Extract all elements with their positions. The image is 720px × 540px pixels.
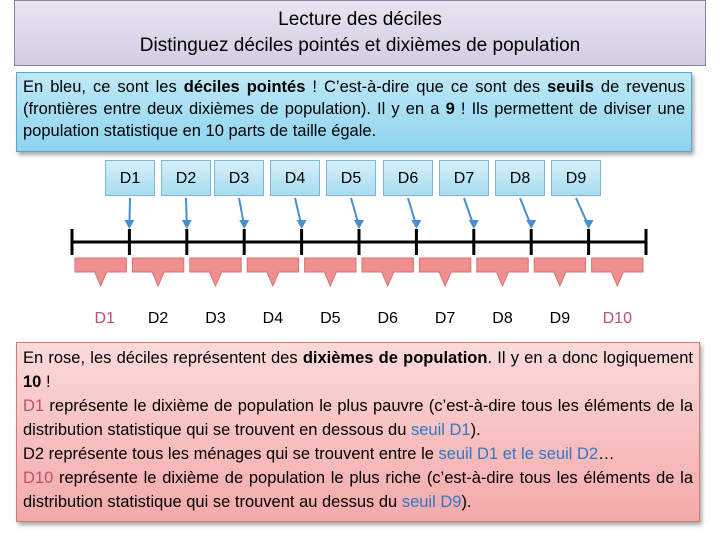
blue-bold-nine: 9 (445, 100, 455, 118)
pink-p2-d1: D1 (23, 397, 45, 415)
dixieme-marker-8 (476, 257, 529, 288)
decile-arrowhead-1 (124, 220, 135, 229)
decile-label-d9: D9 (551, 160, 601, 196)
pink-p2-seuil-d1: seuil D1 (410, 421, 471, 439)
pink-p1-text-3: ! (41, 373, 51, 391)
title-line-1: Lecture des déciles (278, 9, 442, 30)
pink-p4-text: représente le dixième de population le p… (23, 469, 693, 511)
dixieme-label-d8: D8 (492, 310, 513, 327)
pink-p3-seuils: seuil D1 et le seuil D2 (438, 445, 599, 463)
decile-label-d3: D3 (214, 160, 264, 196)
dixieme-marker-2 (131, 257, 185, 288)
dixieme-label-d5: D5 (320, 310, 341, 327)
title-line-2: Distinguez déciles pointés et dixièmes d… (139, 35, 581, 56)
dixieme-label-d2: D2 (147, 310, 169, 327)
blue-text-4: ! Ils permettent de diviser une populati… (23, 100, 685, 140)
dixieme-label-d6: D6 (377, 310, 398, 327)
pink-p4-d10: D10 (23, 469, 54, 487)
blue-bold-deciles-pointes: déciles pointés (183, 78, 306, 96)
dixieme-marker-4 (246, 257, 300, 288)
decile-arrowhead-2 (181, 220, 192, 229)
pink-paragraph-2: D1 représente le dixième de population l… (23, 394, 693, 442)
blue-bold-seuils: seuils (547, 78, 594, 96)
title-box: Lecture des déciles Distinguez déciles p… (14, 0, 706, 66)
decile-arrowhead-6 (411, 220, 422, 229)
decile-label-d6: D6 (383, 160, 433, 196)
pink-p1-bold: dixièmes de population (302, 349, 488, 367)
pink-p1-text-2: . Il y en a donc logiquement (487, 349, 693, 367)
decile-label-d5: D5 (326, 160, 376, 196)
pink-p2-end: ). (470, 421, 481, 439)
pink-p4-end: ). (461, 493, 472, 511)
pink-paragraph-1: En rose, les déciles représentent des di… (23, 346, 693, 394)
decile-label-d8: D8 (495, 160, 545, 196)
pink-p3-text: D2 représente tous les ménages qui se tr… (23, 445, 439, 463)
pink-paragraph-4: D10 représente le dixième de population … (23, 466, 693, 514)
decile-arrowhead-3 (239, 220, 250, 229)
pink-p4-seuil-d9: seuil D9 (401, 493, 462, 511)
decile-arrowhead-7 (468, 220, 479, 229)
decile-arrowhead-9 (583, 220, 594, 229)
dixieme-label-d10: D10 (602, 310, 632, 327)
blue-text-2: ! C’est-à-dire que ce sont des (305, 78, 548, 96)
dixieme-label-d9: D9 (549, 310, 571, 327)
decile-label-d7: D7 (439, 160, 489, 196)
dixieme-label-d1: D1 (94, 310, 115, 327)
decile-arrowhead-8 (526, 220, 537, 229)
dixieme-label-d4: D4 (262, 310, 284, 327)
decile-arrowhead-5 (354, 220, 364, 229)
pink-explanation-box: En rose, les déciles représentent des di… (16, 342, 700, 522)
dixieme-marker-9 (533, 257, 587, 288)
pink-paragraph-3: D2 représente tous les ménages qui se tr… (23, 442, 693, 466)
dixieme-marker-10 (591, 257, 644, 288)
pink-p3-end: … (598, 445, 615, 463)
decile-label-d4: D4 (270, 160, 320, 196)
dixieme-marker-1 (74, 257, 127, 288)
pink-p1-text: En rose, les déciles représentent des (23, 349, 303, 367)
decile-label-d1: D1 (105, 160, 155, 196)
blue-text-1: En bleu, ce sont les (23, 78, 184, 96)
dixieme-marker-5 (304, 257, 357, 288)
blue-text-3: de revenus (frontières entre deux dixièm… (23, 78, 685, 118)
decile-label-d2: D2 (161, 160, 211, 196)
pink-p2-text: représente le dixième de population le p… (23, 397, 693, 439)
dixieme-marker-6 (361, 257, 414, 288)
dixieme-marker-7 (418, 257, 472, 288)
dixieme-marker-3 (189, 257, 242, 288)
dixieme-label-d3: D3 (205, 310, 226, 327)
dixieme-label-d7: D7 (434, 310, 456, 327)
pink-p1-bold-ten: 10 (23, 373, 42, 391)
decile-arrowhead-4 (296, 220, 307, 229)
blue-explanation-box: En bleu, ce sont les déciles pointés ! C… (16, 72, 692, 152)
